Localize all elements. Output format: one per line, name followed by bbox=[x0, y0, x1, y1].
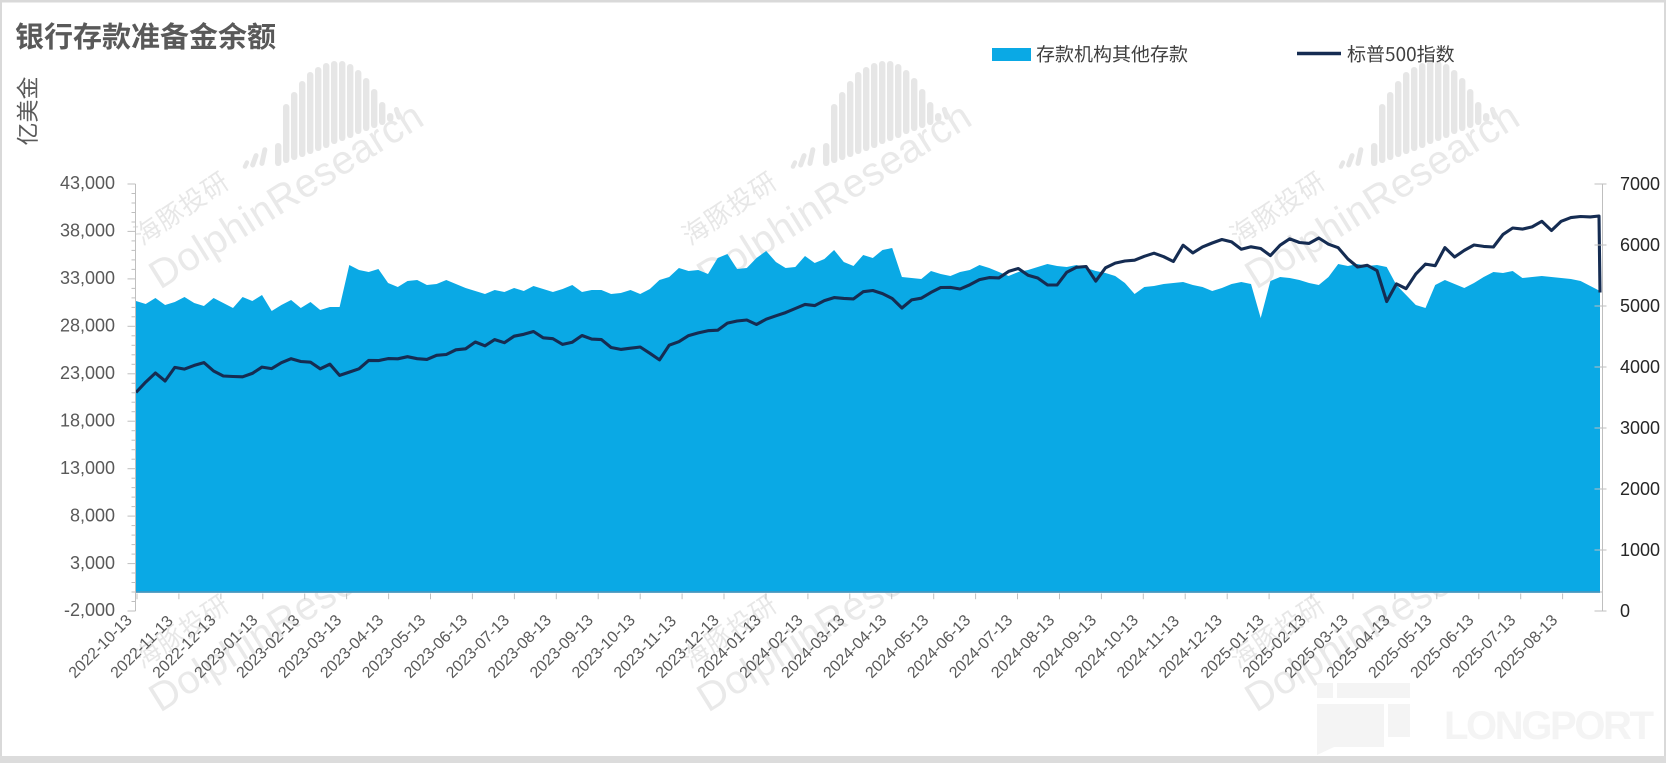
svg-text:4000: 4000 bbox=[1620, 357, 1660, 377]
svg-text:-2,000: -2,000 bbox=[64, 600, 115, 620]
svg-text:0: 0 bbox=[1620, 601, 1630, 621]
svg-text:28,000: 28,000 bbox=[60, 316, 115, 336]
svg-text:1000: 1000 bbox=[1620, 540, 1660, 560]
svg-text:43,000: 43,000 bbox=[60, 173, 115, 193]
svg-text:7000: 7000 bbox=[1620, 174, 1660, 194]
svg-text:33,000: 33,000 bbox=[60, 268, 115, 288]
svg-text:8,000: 8,000 bbox=[70, 505, 115, 525]
svg-text:3,000: 3,000 bbox=[70, 553, 115, 573]
svg-text:18,000: 18,000 bbox=[60, 410, 115, 430]
svg-text:5000: 5000 bbox=[1620, 296, 1660, 316]
svg-text:2000: 2000 bbox=[1620, 479, 1660, 499]
svg-text:LONGPORT: LONGPORT bbox=[1444, 704, 1654, 748]
svg-text:38,000: 38,000 bbox=[60, 221, 115, 241]
svg-text:23,000: 23,000 bbox=[60, 363, 115, 383]
svg-text:13,000: 13,000 bbox=[60, 458, 115, 478]
svg-text:3000: 3000 bbox=[1620, 418, 1660, 438]
svg-text:6000: 6000 bbox=[1620, 235, 1660, 255]
